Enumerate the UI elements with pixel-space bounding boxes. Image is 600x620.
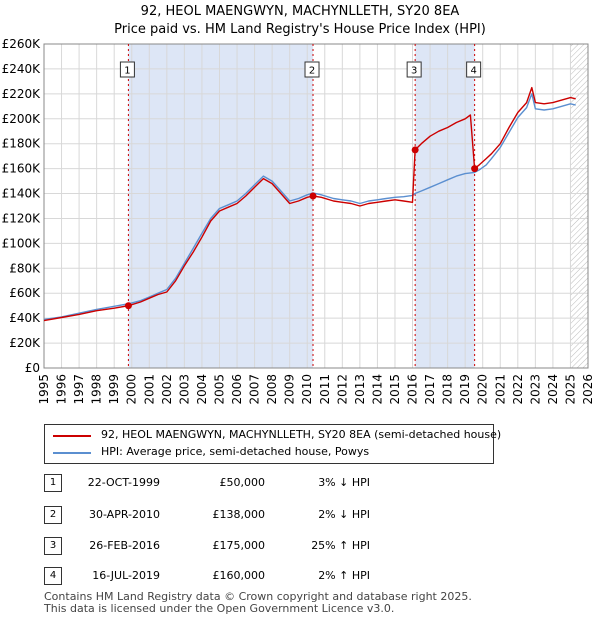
x-tick-label: 2019: [458, 374, 472, 405]
transaction-date: 26-FEB-2016: [89, 539, 160, 552]
y-tick-label: £100K: [2, 236, 42, 250]
x-tick-label: 2023: [528, 374, 542, 405]
y-tick-label: £260K: [2, 37, 42, 51]
x-tick-label: 2017: [423, 374, 437, 405]
transaction-point: [471, 165, 479, 173]
y-tick-label: £60K: [9, 286, 41, 300]
transaction-row: 1 22-OCT-1999 £50,000 3% ↓ HPI: [0, 474, 600, 494]
y-tick-label: £80K: [9, 261, 41, 275]
x-tick-label: 2026: [581, 374, 595, 405]
legend: 92, HEOL MAENGWYN, MACHYNLLETH, SY20 8EA…: [44, 424, 501, 464]
transaction-label: 4: [470, 66, 476, 77]
y-tick-label: £120K: [2, 211, 42, 225]
transaction-point: [411, 146, 419, 154]
transaction-label: 3: [411, 66, 417, 77]
transaction-hpi-diff: 2% ↓ HPI: [318, 508, 370, 521]
x-tick-label: 1995: [37, 374, 51, 405]
transaction-price: £138,000: [212, 508, 266, 521]
y-tick-label: £140K: [2, 187, 42, 201]
y-tick-label: £220K: [2, 87, 42, 101]
x-tick-label: 2018: [441, 374, 455, 405]
transaction-label-box: [406, 61, 422, 78]
transaction-row: 3 26-FEB-2016 £175,000 25% ↑ HPI: [0, 537, 600, 557]
transaction-date: 30-APR-2010: [88, 508, 160, 521]
y-tick-label: £20K: [9, 336, 41, 350]
shaded-range: [415, 44, 475, 368]
transaction-label: 2: [309, 66, 315, 77]
y-tick-label: £40K: [9, 311, 41, 325]
transaction-number: 1: [44, 474, 62, 492]
y-tick-label: £240K: [2, 62, 42, 76]
chart-subtitle: Price paid vs. HM Land Registry's House …: [114, 22, 486, 37]
x-tick-label: 2014: [370, 374, 384, 405]
transaction-row: 2 30-APR-2010 £138,000 2% ↓ HPI: [0, 506, 600, 526]
x-tick-label: 2021: [493, 374, 507, 405]
x-tick-label: 2020: [476, 374, 490, 405]
y-tick-label: £160K: [2, 162, 42, 176]
x-tick-label: 1996: [55, 374, 69, 405]
x-tick-label: 2000: [125, 374, 139, 405]
x-tick-label: 2015: [388, 374, 402, 405]
transaction-label-box: [304, 61, 320, 78]
transaction-hpi-diff: 3% ↓ HPI: [318, 476, 370, 489]
transaction-price: £50,000: [219, 476, 266, 489]
transaction-price: £175,000: [212, 539, 266, 552]
legend-label-property: 92, HEOL MAENGWYN, MACHYNLLETH, SY20 8EA…: [101, 428, 502, 441]
shaded-range: [128, 44, 314, 368]
transaction-number: 3: [44, 537, 62, 555]
x-tick-label: 2002: [160, 374, 174, 405]
x-tick-label: 1999: [107, 374, 121, 405]
hpi-series-line: [43, 93, 576, 321]
transaction-number: 2: [44, 506, 62, 524]
x-tick-label: 2003: [177, 374, 191, 405]
y-tick-label: £180K: [2, 137, 42, 151]
x-tick-label: 2024: [546, 374, 560, 405]
footer-copyright: Contains HM Land Registry data © Crown c…: [44, 590, 472, 603]
x-tick-label: 2011: [318, 374, 332, 405]
transaction-point: [309, 192, 317, 200]
x-tick-label: 2009: [283, 374, 297, 405]
transaction-number: 4: [44, 567, 62, 585]
x-tick-label: 2016: [406, 374, 420, 405]
transaction-date: 16-JUL-2019: [92, 569, 160, 582]
chart-title: 92, HEOL MAENGWYN, MACHYNLLETH, SY20 8EA: [140, 4, 460, 19]
projection-hatch: [570, 44, 588, 368]
legend-label-hpi: HPI: Average price, semi-detached house,…: [101, 445, 370, 458]
legend-swatch-hpi: [53, 452, 91, 454]
x-tick-label: 2006: [230, 374, 244, 405]
x-tick-label: 2010: [300, 374, 314, 405]
transaction-label-box: [466, 61, 482, 78]
x-tick-label: 2004: [195, 374, 209, 405]
x-tick-label: 2005: [212, 374, 226, 405]
price-chart: £0 £20K £40K £60K £80K £100K £120K £140K £160K £1…: [2, 37, 595, 405]
x-tick-label: 2013: [353, 374, 367, 405]
legend-swatch-property: [53, 435, 91, 437]
y-tick-label: £0: [25, 361, 40, 375]
y-tick-label: £200K: [2, 112, 42, 126]
x-tick-label: 2025: [563, 374, 577, 405]
transaction-label-box: [119, 61, 135, 78]
x-tick-label: 2022: [511, 374, 525, 405]
transaction-date: 22-OCT-1999: [87, 476, 160, 489]
x-tick-label: 2012: [335, 374, 349, 405]
transaction-price: £160,000: [212, 569, 266, 582]
x-tick-label: 2001: [142, 374, 156, 405]
footer-licence: This data is licensed under the Open Gov…: [44, 602, 395, 615]
x-tick-label: 1997: [72, 374, 86, 405]
plot-frame: [43, 43, 589, 369]
transaction-hpi-diff: 2% ↑ HPI: [318, 569, 370, 582]
transaction-hpi-diff: 25% ↑ HPI: [311, 539, 370, 552]
x-tick-label: 2007: [248, 374, 262, 405]
transaction-label: 1: [124, 66, 130, 77]
transaction-point: [124, 302, 132, 310]
transaction-row: 4 16-JUL-2019 £160,000 2% ↑ HPI: [0, 567, 600, 587]
x-tick-label: 2008: [265, 374, 279, 405]
property-series-line: [43, 86, 576, 322]
x-tick-label: 1998: [90, 374, 104, 405]
